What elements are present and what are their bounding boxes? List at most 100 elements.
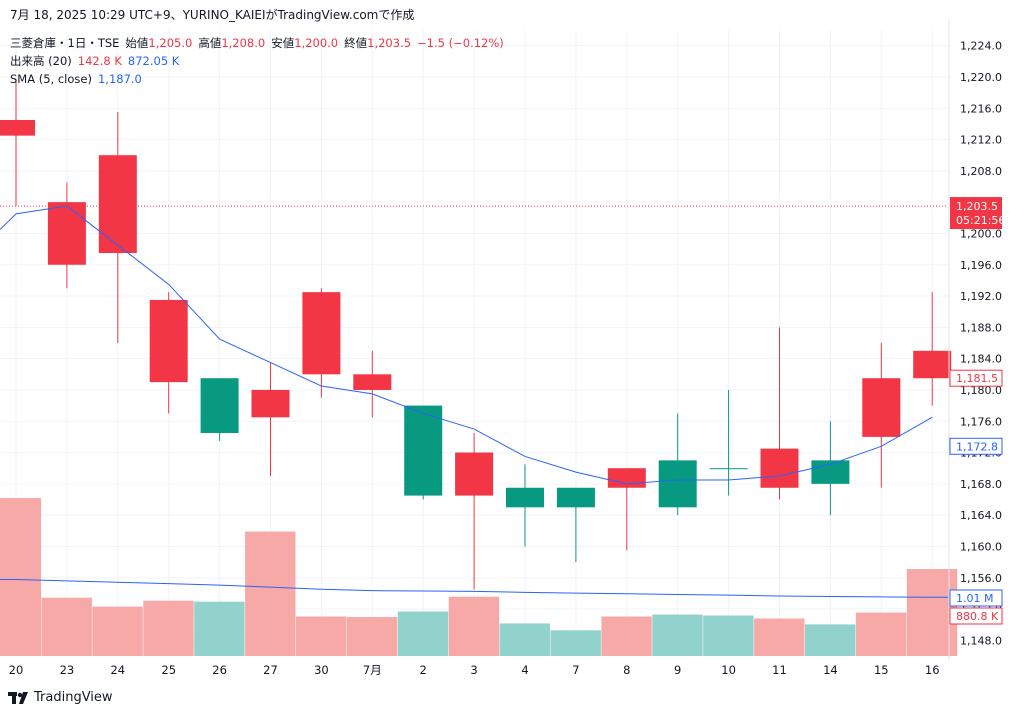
- x-tick-label: 3: [470, 663, 477, 677]
- volume-bar: [499, 623, 550, 656]
- change-value: −1.5 (−0.12%): [417, 36, 504, 50]
- tradingview-logo-icon: [8, 691, 28, 704]
- low-label: 安値: [271, 36, 295, 50]
- candle-body: [709, 468, 748, 470]
- volume-bar: [92, 606, 143, 656]
- candle-body: [607, 468, 646, 488]
- candle-body: [98, 155, 137, 254]
- candle-body: [455, 452, 494, 496]
- y-tick-label: 1,180.0: [960, 384, 1002, 397]
- candle-body: [302, 292, 341, 375]
- sma-badge: 1,172.8: [956, 440, 998, 453]
- candle-body: [0, 119, 35, 136]
- y-tick-label: 1,164.0: [960, 509, 1002, 522]
- close-value: 1,203.5: [367, 36, 412, 50]
- x-tick-label: 20: [9, 663, 24, 677]
- candle-body: [658, 460, 697, 508]
- vol-ma-badge: 1.01 M: [956, 592, 993, 605]
- volume-bar: [754, 618, 805, 656]
- candle-body: [47, 202, 86, 265]
- candle-body: [913, 350, 952, 379]
- volume-bar: [448, 596, 500, 656]
- volume-bar: [346, 616, 398, 656]
- close-badge: 1,181.5: [956, 372, 998, 385]
- volume-value: 142.8 K: [77, 54, 122, 68]
- volume-bar: [703, 615, 754, 656]
- volume-ma-value: 872.05 K: [127, 54, 180, 68]
- symbol-label[interactable]: 三菱倉庫・1日・TSE: [10, 36, 120, 50]
- volume-label[interactable]: 出来高 (20): [10, 54, 72, 68]
- x-tick-label: 11: [772, 663, 787, 677]
- sma-badge-bg: [949, 437, 1003, 455]
- legend-row-volume: 出来高 (20) 142.8 K 872.05 K: [10, 52, 504, 70]
- x-tick-label: 7月: [363, 663, 382, 677]
- footer-brand: TradingView: [8, 690, 113, 705]
- legend-row-price: 三菱倉庫・1日・TSE 始値1,205.0 高値1,208.0 安値1,200.…: [10, 34, 504, 52]
- close-badge-bg: [949, 369, 1003, 387]
- y-tick-label: 1,200.0: [960, 227, 1002, 240]
- x-tick-label: 30: [314, 663, 329, 677]
- x-tick-label: 26: [212, 663, 227, 677]
- candle-body: [149, 299, 188, 383]
- x-tick-label: 15: [874, 663, 889, 677]
- x-tick-label: 14: [823, 663, 838, 677]
- x-tick-label: 8: [623, 663, 630, 677]
- volume-bar: [601, 616, 652, 656]
- y-tick-label: 1,160.0: [960, 540, 1002, 553]
- y-tick-label: 1,156.0: [960, 572, 1002, 585]
- sma-value: 1,187.0: [97, 72, 142, 86]
- brand-name[interactable]: TradingView: [34, 690, 113, 705]
- y-tick-label: 1,176.0: [960, 415, 1002, 428]
- candle-body: [556, 487, 595, 508]
- x-tick-label: 25: [161, 663, 176, 677]
- candle-body: [506, 487, 544, 508]
- y-tick-label: 1,224.0: [960, 40, 1002, 53]
- x-tick-label: 4: [521, 663, 528, 677]
- x-tick-label: 7: [572, 663, 579, 677]
- y-tick-label: 1,188.0: [960, 321, 1002, 334]
- volume-bar: [550, 630, 601, 656]
- last-price-badge: 1,203.5: [956, 200, 998, 213]
- x-tick-label: 9: [674, 663, 681, 677]
- candle-body: [404, 405, 443, 496]
- volume-bar: [41, 597, 92, 656]
- last-price-badge-bg: [950, 197, 1002, 230]
- legend-row-sma: SMA (5, close) 1,187.0: [10, 70, 504, 88]
- volume-bar: [0, 498, 42, 656]
- sma-label[interactable]: SMA (5, close): [10, 72, 92, 86]
- volume-bar: [245, 531, 296, 656]
- vol-badge: 880.8 K: [956, 610, 999, 623]
- y-tick-label: 1,212.0: [960, 134, 1002, 147]
- open-value: 1,205.0: [148, 36, 193, 50]
- volume-bar: [194, 601, 245, 656]
- x-tick-label: 16: [925, 663, 940, 677]
- chart-legend: 三菱倉庫・1日・TSE 始値1,205.0 高値1,208.0 安値1,200.…: [10, 34, 504, 88]
- close-label: 終値: [344, 36, 368, 50]
- low-value: 1,200.0: [294, 36, 339, 50]
- volume-bar: [143, 600, 194, 656]
- y-tick-label: 1,148.0: [960, 634, 1002, 647]
- volume-bar: [652, 614, 703, 656]
- y-tick-label: 1,216.0: [960, 102, 1002, 115]
- candle-body: [760, 448, 799, 488]
- candle-body: [200, 378, 239, 433]
- y-tick-label: 1,168.0: [960, 478, 1002, 491]
- x-tick-label: 27: [263, 663, 278, 677]
- vol-badge-bg: [949, 607, 1003, 625]
- chart-caption: 7月 18, 2025 10:29 UTC+9、YURINO_KAIEIがTra…: [10, 8, 415, 22]
- sma-line: [0, 205, 933, 485]
- high-value: 1,208.0: [221, 36, 266, 50]
- candle-body: [862, 378, 901, 437]
- x-tick-label: 2: [420, 663, 427, 677]
- candle-body: [251, 389, 290, 418]
- volume-bar: [397, 611, 449, 656]
- open-label: 始値: [125, 36, 149, 50]
- volume-ma-line: [0, 579, 948, 598]
- y-tick-label: 1,208.0: [960, 165, 1002, 178]
- volume-bar: [855, 612, 907, 656]
- y-tick-label: 1,220.0: [960, 71, 1002, 84]
- y-tick-label: 1,184.0: [960, 353, 1002, 366]
- x-tick-label: 23: [60, 663, 75, 677]
- countdown-badge: 05:21:56: [956, 214, 1005, 227]
